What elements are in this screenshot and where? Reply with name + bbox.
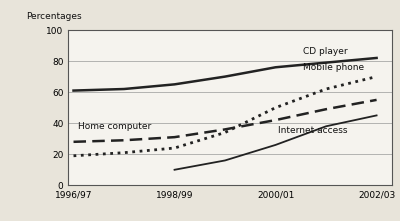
Text: Internet access: Internet access [278,126,348,135]
Text: Percentages: Percentages [26,12,82,21]
Text: Mobile phone: Mobile phone [303,63,364,72]
Text: CD player: CD player [303,47,348,56]
Text: Home computer: Home computer [78,122,151,131]
